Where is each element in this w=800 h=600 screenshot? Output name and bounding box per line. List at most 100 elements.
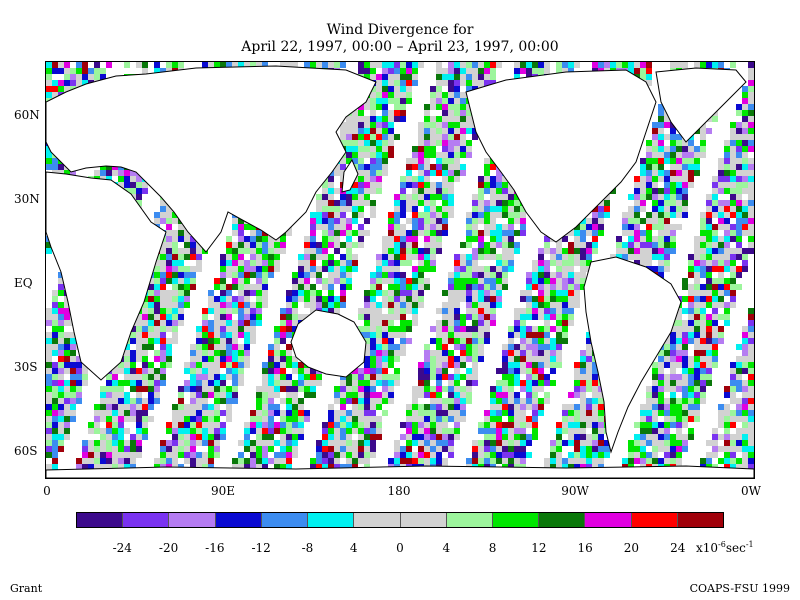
divergence-cell bbox=[184, 386, 190, 392]
divergence-cell bbox=[670, 188, 676, 194]
lon-label-90e: 90E bbox=[210, 484, 236, 498]
divergence-cell bbox=[370, 410, 376, 416]
divergence-cell bbox=[364, 380, 370, 386]
divergence-cell bbox=[712, 254, 718, 260]
divergence-cell bbox=[364, 182, 370, 188]
divergence-cell bbox=[346, 242, 352, 248]
divergence-cell bbox=[196, 326, 202, 332]
divergence-cell bbox=[676, 398, 682, 404]
divergence-cell bbox=[226, 392, 232, 398]
divergence-cell bbox=[724, 176, 730, 182]
divergence-cell bbox=[610, 254, 616, 260]
divergence-cell bbox=[658, 236, 664, 242]
divergence-cell bbox=[250, 326, 256, 332]
divergence-cell bbox=[202, 308, 208, 314]
divergence-cell bbox=[154, 308, 160, 314]
divergence-cell bbox=[586, 386, 592, 392]
divergence-cell bbox=[646, 62, 652, 68]
divergence-cell bbox=[424, 380, 430, 386]
divergence-cell bbox=[646, 212, 652, 218]
divergence-cell bbox=[370, 392, 376, 398]
divergence-cell bbox=[388, 344, 394, 350]
divergence-cell bbox=[532, 62, 538, 68]
divergence-cell bbox=[70, 386, 76, 392]
divergence-cell bbox=[520, 326, 526, 332]
divergence-cell bbox=[316, 248, 322, 254]
divergence-cell bbox=[64, 320, 70, 326]
divergence-cell bbox=[166, 308, 172, 314]
divergence-cell bbox=[658, 152, 664, 158]
divergence-cell bbox=[646, 74, 652, 80]
divergence-cell bbox=[394, 212, 400, 218]
divergence-cell bbox=[388, 290, 394, 296]
divergence-cell bbox=[394, 242, 400, 248]
divergence-cell bbox=[400, 62, 406, 68]
divergence-cell bbox=[358, 116, 364, 122]
divergence-cell bbox=[358, 146, 364, 152]
divergence-cell bbox=[70, 368, 76, 374]
divergence-cell bbox=[334, 164, 340, 170]
divergence-cell bbox=[154, 398, 160, 404]
divergence-cell bbox=[712, 230, 718, 236]
divergence-cell bbox=[406, 80, 412, 86]
divergence-cell bbox=[52, 404, 58, 410]
divergence-cell bbox=[442, 176, 448, 182]
divergence-cell bbox=[478, 266, 484, 272]
divergence-cell bbox=[724, 170, 730, 176]
divergence-cell bbox=[556, 242, 562, 248]
divergence-cell bbox=[202, 416, 208, 422]
divergence-cell bbox=[208, 308, 214, 314]
divergence-cell bbox=[688, 284, 694, 290]
divergence-cell bbox=[694, 62, 700, 68]
divergence-cell bbox=[58, 362, 64, 368]
divergence-cell bbox=[448, 386, 454, 392]
divergence-cell bbox=[286, 62, 292, 68]
divergence-cell bbox=[376, 278, 382, 284]
divergence-cell bbox=[682, 344, 688, 350]
divergence-cell bbox=[142, 332, 148, 338]
divergence-cell bbox=[484, 326, 490, 332]
divergence-cell bbox=[538, 386, 544, 392]
divergence-cell bbox=[322, 302, 328, 308]
divergence-cell bbox=[430, 218, 436, 224]
divergence-cell bbox=[514, 326, 520, 332]
divergence-cell bbox=[232, 362, 238, 368]
divergence-cell bbox=[532, 368, 538, 374]
divergence-cell bbox=[484, 206, 490, 212]
divergence-cell bbox=[364, 230, 370, 236]
divergence-cell bbox=[466, 110, 472, 116]
divergence-cell bbox=[472, 362, 478, 368]
divergence-cell bbox=[484, 176, 490, 182]
divergence-cell bbox=[376, 302, 382, 308]
divergence-cell bbox=[82, 74, 88, 80]
divergence-cell bbox=[688, 158, 694, 164]
divergence-cell bbox=[742, 254, 748, 260]
divergence-cell bbox=[598, 404, 604, 410]
divergence-cell bbox=[202, 314, 208, 320]
divergence-cell bbox=[142, 320, 148, 326]
divergence-cell bbox=[502, 206, 508, 212]
divergence-cell bbox=[52, 392, 58, 398]
divergence-cell bbox=[274, 386, 280, 392]
divergence-cell bbox=[418, 170, 424, 176]
divergence-cell bbox=[340, 158, 346, 164]
divergence-cell bbox=[412, 314, 418, 320]
divergence-cell bbox=[292, 284, 298, 290]
divergence-cell bbox=[658, 356, 664, 362]
divergence-cell bbox=[382, 80, 388, 86]
divergence-cell bbox=[352, 206, 358, 212]
divergence-cell bbox=[46, 314, 52, 320]
divergence-cell bbox=[724, 230, 730, 236]
divergence-cell bbox=[400, 344, 406, 350]
divergence-cell bbox=[46, 320, 52, 326]
divergence-cell bbox=[412, 194, 418, 200]
divergence-cell bbox=[700, 308, 706, 314]
divergence-cell bbox=[700, 266, 706, 272]
divergence-cell bbox=[640, 176, 646, 182]
divergence-cell bbox=[448, 326, 454, 332]
divergence-cell bbox=[334, 296, 340, 302]
divergence-cell bbox=[664, 344, 670, 350]
divergence-cell bbox=[388, 92, 394, 98]
divergence-cell bbox=[682, 62, 688, 68]
divergence-cell bbox=[652, 266, 658, 272]
